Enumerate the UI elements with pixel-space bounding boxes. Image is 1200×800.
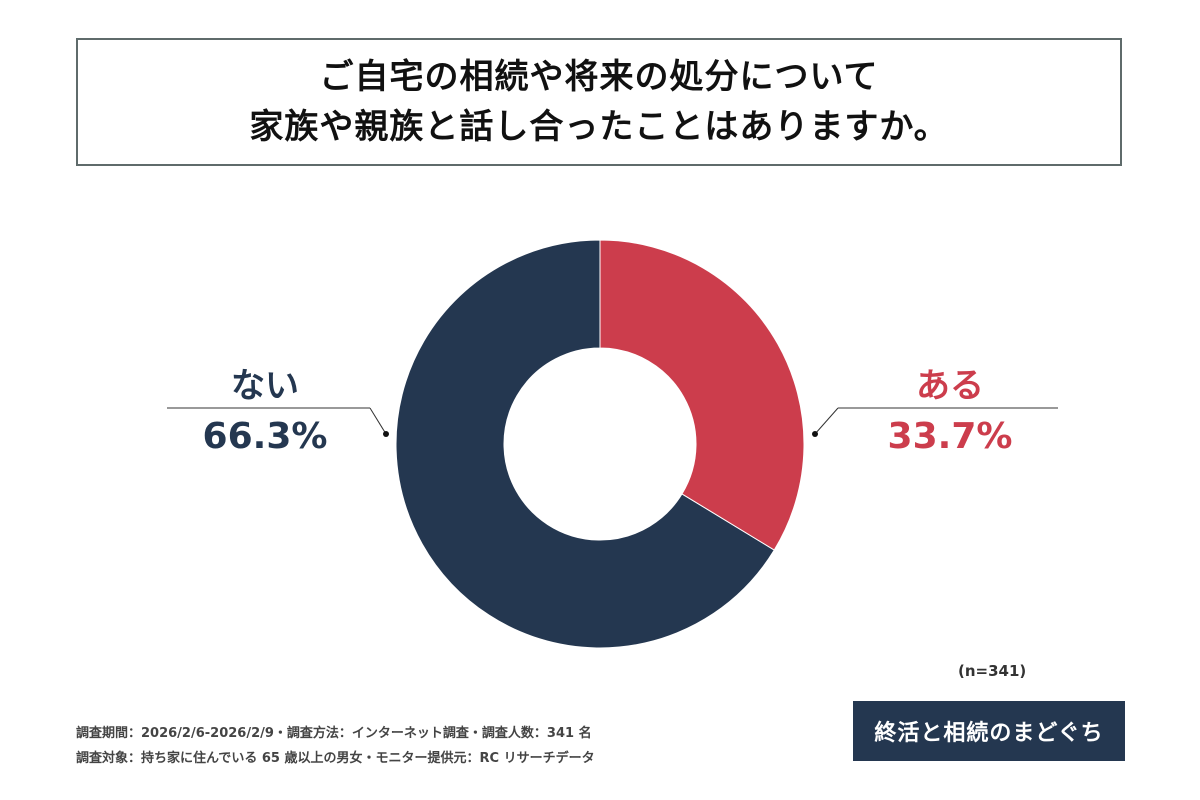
leader-dot-nai [383, 431, 389, 437]
leader-line-nai-diag [369, 407, 387, 435]
leader-line-aru-diag [814, 407, 839, 435]
donut-slice-nai [395, 239, 775, 649]
leader-dot-aru [812, 431, 818, 437]
title-line-2: 家族や親族と話し合ったことはありますか。 [249, 107, 949, 147]
label-nai: ない [231, 366, 299, 406]
donut-slice-aru [599, 239, 805, 551]
title-line-1: ご自宅の相続や将来の処分について [319, 57, 879, 97]
label-aru: ある [916, 366, 984, 406]
title-box: ご自宅の相続や将来の処分について 家族や親族と話し合ったことはありますか。 [76, 38, 1122, 166]
sample-size: (n=341) [958, 662, 1027, 680]
value-nai: 66.3% [202, 416, 328, 457]
value-aru: 33.7% [887, 416, 1013, 457]
logo: 終活と相続のまどぐち [853, 701, 1125, 761]
footer-line-1: 調査期間：2026/2/6-2026/2/9・調査方法：インターネット調査・調査… [76, 726, 592, 741]
footer-line-2: 調査対象：持ち家に住んでいる 65 歳以上の男女・モニター提供元：RC リサーチ… [76, 751, 595, 766]
